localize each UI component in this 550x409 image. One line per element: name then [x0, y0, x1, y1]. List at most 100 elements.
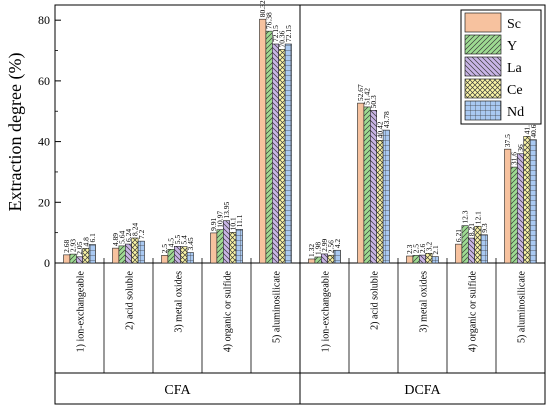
data-label: 2.5 — [412, 244, 421, 254]
bar-sc — [455, 243, 463, 264]
data-label: 50.3 — [369, 95, 378, 108]
category-label: 3) metal oxides — [419, 271, 430, 333]
bar-nd — [333, 249, 341, 264]
data-label: 37.5 — [503, 134, 512, 147]
data-label: 2.68 — [62, 239, 71, 252]
bar-nd — [529, 139, 537, 264]
bar-ce — [82, 248, 90, 264]
plot-area: 0 20 40 60 80 2.682.932.054.86.1 1) ion-exchan… — [38, 0, 546, 405]
bar-y — [314, 256, 322, 264]
bar-nd — [235, 229, 243, 264]
category-label: 1) ion-exchangeable — [321, 270, 332, 352]
legend-label: Nd — [507, 105, 524, 120]
data-label: 31.6 — [510, 152, 519, 165]
data-label: 76.38 — [265, 12, 274, 29]
y-tick-label: 0 — [44, 256, 50, 270]
data-label: 52.67 — [356, 84, 365, 101]
data-label: 11.1 — [235, 214, 244, 227]
data-label: 70.36 — [277, 30, 286, 47]
bar-y — [118, 245, 126, 264]
data-label: 6.21 — [454, 229, 463, 242]
data-label: 10.1 — [228, 217, 237, 230]
data-label: 9.3 — [480, 223, 489, 233]
bar-la — [320, 253, 328, 264]
bar-y — [412, 255, 420, 264]
legend-swatch-nd — [464, 100, 502, 121]
data-label: 8.21 — [467, 223, 476, 236]
data-label: 5.4 — [179, 235, 188, 245]
category-label: 2) acid soluble — [125, 270, 136, 329]
data-label: 8.24 — [130, 223, 139, 236]
legend-swatch-sc — [464, 12, 502, 33]
data-label: 2.05 — [75, 241, 84, 254]
bar-la — [271, 43, 279, 264]
legend-label: Y — [507, 39, 517, 54]
bar-sc — [357, 102, 365, 264]
bar-sc — [504, 148, 512, 264]
bar-la — [516, 153, 524, 264]
legend-label: Sc — [507, 17, 521, 32]
data-label: 7.2 — [137, 230, 146, 240]
y-tick-label: 20 — [38, 195, 50, 209]
data-label: 2.5 — [160, 244, 169, 254]
data-label: 5.64 — [118, 231, 127, 244]
bar-nd — [186, 252, 194, 264]
y-tick-label: 40 — [38, 135, 50, 149]
category-label: 5) aluminosilicate — [272, 270, 283, 342]
data-label: 4.5 — [167, 238, 176, 248]
legend-swatch-la — [464, 56, 502, 77]
bar-y — [510, 166, 518, 264]
category-label: 2) acid soluble — [370, 270, 381, 329]
bar-nd — [431, 256, 439, 264]
bar-nd — [480, 234, 488, 264]
data-label: 36 — [516, 144, 525, 152]
data-label: 3.45 — [186, 237, 195, 250]
group-label: DCFA — [404, 383, 441, 398]
data-label: 4.8 — [81, 237, 90, 247]
data-label: 2.99 — [320, 239, 329, 252]
legend-label: La — [507, 61, 523, 76]
bar-sc — [210, 232, 218, 264]
y-axis-label: Extraction degree (%) — [5, 53, 26, 212]
category-label: 4) organic or sulfide — [223, 270, 234, 352]
bar-y — [216, 229, 224, 264]
data-label: 4.89 — [111, 233, 120, 246]
bar-ce — [376, 140, 384, 264]
data-label: 1.98 — [314, 242, 323, 255]
data-label: 4.2 — [333, 239, 342, 249]
data-label: 5.5 — [173, 235, 182, 245]
data-label: 51.42 — [363, 88, 372, 105]
bar-y — [167, 249, 175, 264]
bar-y — [265, 30, 273, 264]
y-tick-label: 80 — [38, 13, 50, 27]
data-label: 40.42 — [375, 121, 384, 138]
bar-sc — [259, 18, 267, 264]
category-label: 1) ion-exchangeable — [76, 270, 87, 352]
data-label: 3.2 — [424, 242, 433, 252]
chart-legend: Sc Y La Ce Nd — [460, 9, 542, 125]
data-label: 10.97 — [216, 211, 225, 228]
data-label: 6.1 — [88, 233, 97, 243]
data-label: 40.62 — [529, 121, 538, 138]
bar-sc — [406, 255, 414, 264]
data-label: 2.3 — [405, 244, 414, 254]
category-label: 4) organic or sulfide — [468, 270, 479, 352]
data-label: 9.91 — [209, 218, 218, 231]
data-label: 2.6 — [418, 243, 427, 253]
group-label: CFA — [164, 383, 191, 398]
data-label: 2.93 — [69, 239, 78, 252]
data-label: 41.72 — [522, 117, 531, 134]
bar-la — [467, 237, 475, 264]
category-label: 3) metal oxides — [174, 271, 185, 333]
bar-la — [174, 246, 182, 264]
bar-sc — [161, 255, 169, 264]
data-label: 72.15 — [284, 25, 293, 42]
data-label: 13.95 — [222, 202, 231, 219]
legend-swatch-ce — [464, 78, 502, 99]
data-label: 12.3 — [461, 210, 470, 223]
data-label: 43.78 — [382, 111, 391, 128]
bar-la — [125, 243, 133, 264]
data-label: 80.32 — [258, 0, 267, 17]
bar-nd — [137, 240, 145, 264]
